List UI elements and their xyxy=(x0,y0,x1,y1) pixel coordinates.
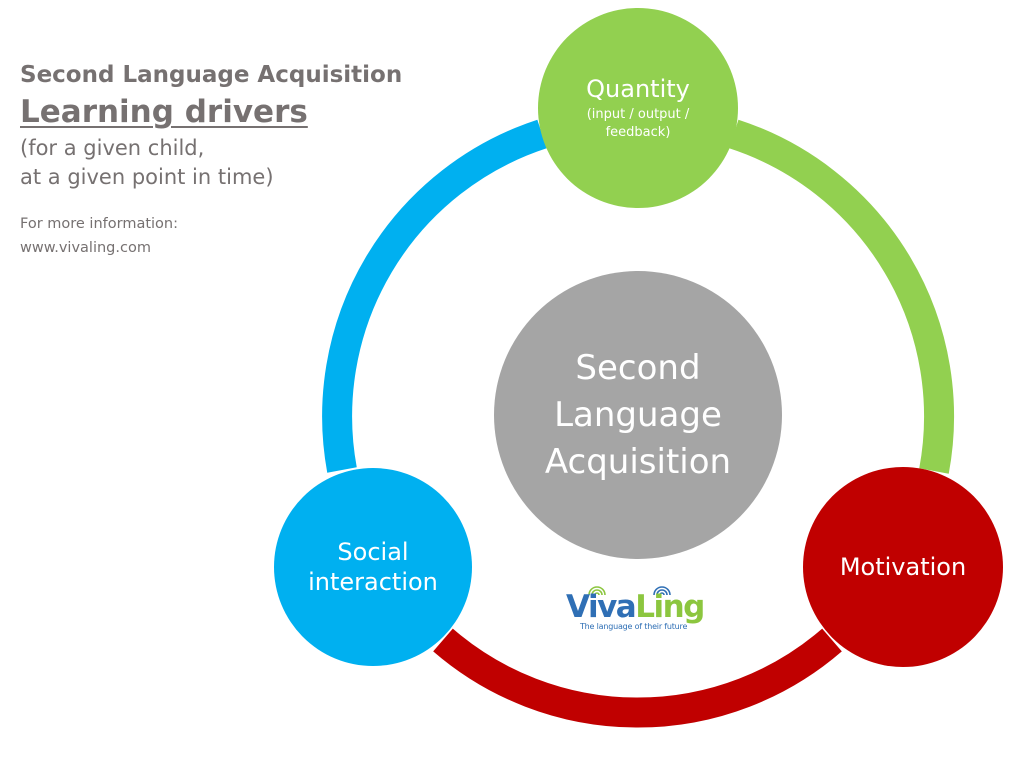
node-quantity: Quantity (input / output / feedback) xyxy=(538,8,738,208)
more-info-url[interactable]: www.vivaling.com xyxy=(20,240,151,256)
more-info-label: For more information: xyxy=(20,216,179,232)
node-social-interaction: Social interaction xyxy=(274,468,472,666)
node-social-line-2: interaction xyxy=(308,568,438,596)
arc-social-to-quantity xyxy=(322,119,547,473)
diagram-subtitle: Second Language Acquisition xyxy=(20,62,403,88)
logo-word-part-1: Viva xyxy=(566,589,637,625)
logo-word-part-2: Ling xyxy=(635,589,705,625)
logo-tagline: The language of their future xyxy=(580,622,688,631)
center-label-line-1: Second xyxy=(575,347,701,388)
logo-wordmark: VivaLing xyxy=(566,589,705,625)
center-label-line-3: Acquisition xyxy=(544,441,732,482)
node-social-line-1: Social xyxy=(337,538,409,566)
node-quantity-label: Quantity xyxy=(586,75,690,103)
arc-motivation-to-social xyxy=(433,628,842,728)
logo-signal-waves-icon xyxy=(588,586,606,596)
vivaling-logo: VivaLing The language of their future xyxy=(566,582,716,634)
node-motivation-label: Motivation xyxy=(839,553,967,581)
node-motivation: Motivation xyxy=(803,467,1003,667)
qualifier-line-2: at a given point in time) xyxy=(20,165,274,189)
center-node-label: Second Language Acquisition xyxy=(518,345,758,486)
center-label-line-2: Language xyxy=(554,394,722,435)
node-quantity-sublabel: (input / output / feedback) xyxy=(586,107,690,140)
node-social-label: Social interaction xyxy=(308,537,438,597)
more-info: For more information: www.vivaling.com xyxy=(20,212,440,260)
title-block: Second Language Acquisition Learning dri… xyxy=(20,58,440,260)
qualifier-line-1: (for a given child, xyxy=(20,136,205,160)
diagram-qualifier: (for a given child, at a given point in … xyxy=(20,134,440,192)
logo-signal-waves-icon-2 xyxy=(653,586,671,596)
arc-quantity-to-motivation xyxy=(729,119,955,474)
center-node-second-language-acquisition: Second Language Acquisition xyxy=(494,271,782,559)
diagram-title: Learning drivers xyxy=(20,94,308,130)
